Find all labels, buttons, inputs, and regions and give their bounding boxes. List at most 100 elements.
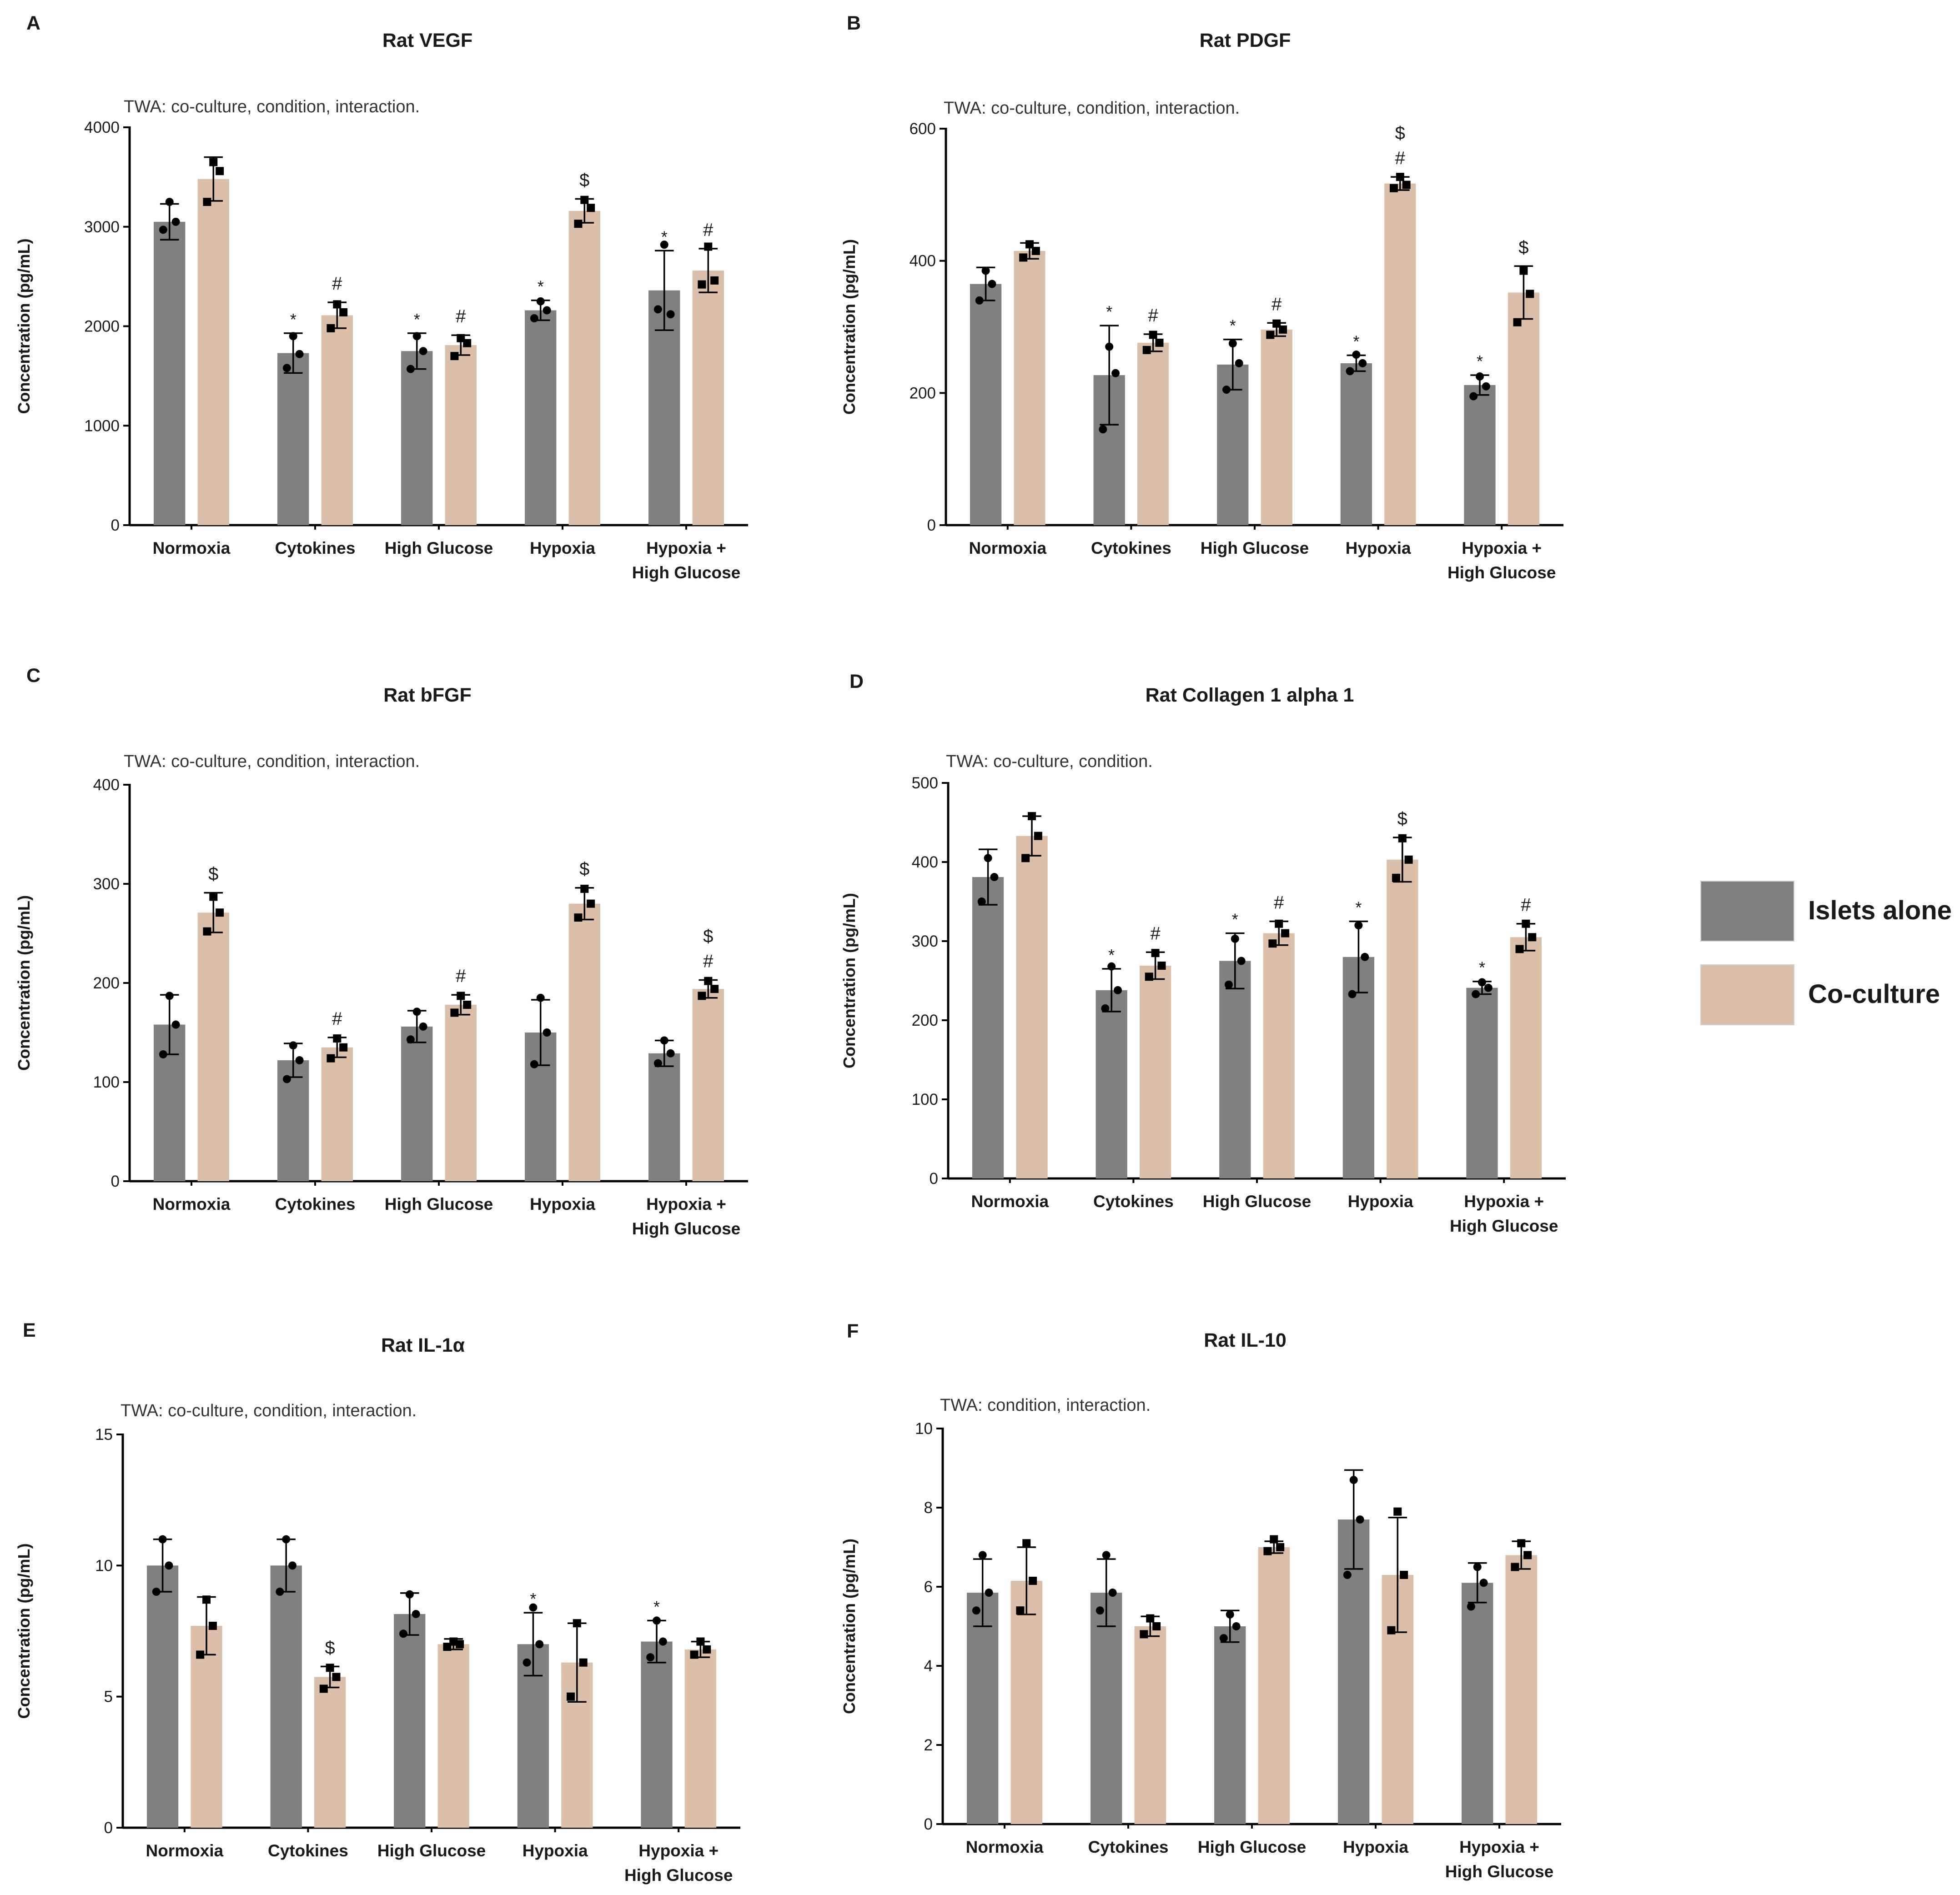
legend: Islets alone Co-culture <box>1700 881 1952 1025</box>
data-point <box>972 1606 980 1615</box>
data-point <box>710 276 719 285</box>
significance-marker: # <box>703 220 714 240</box>
panel-d: D Rat Collagen 1 alpha 1 TWA: co-culture, … <box>840 671 1566 1235</box>
data-point <box>1469 392 1478 401</box>
x-tick-label-line: High Glucose <box>624 1866 733 1885</box>
y-tick-label: 100 <box>912 1091 938 1108</box>
bar-co-culture <box>568 211 600 525</box>
data-point <box>339 1043 348 1052</box>
x-tick-label: High Glucose <box>1201 539 1309 557</box>
data-point <box>1111 369 1120 377</box>
data-point <box>1114 986 1122 994</box>
data-point <box>1398 834 1407 842</box>
y-axis-label: Concentration (pg/mL) <box>840 893 859 1068</box>
data-point <box>1354 921 1363 930</box>
chart-title: Rat Collagen 1 alpha 1 <box>1146 684 1354 706</box>
y-tick-label: 300 <box>93 875 120 893</box>
data-point <box>1348 990 1357 998</box>
significance-marker: # <box>332 1009 342 1029</box>
data-point <box>450 352 459 361</box>
bar-islets-alone <box>1219 961 1251 1178</box>
bar-co-culture <box>445 345 477 525</box>
chart-note: TWA: co-culture, condition, interaction. <box>124 97 420 116</box>
data-point <box>1513 318 1522 326</box>
data-point <box>1475 372 1484 381</box>
x-tick-label: Hypoxia + High Glucose <box>1447 539 1556 582</box>
data-point <box>660 241 668 249</box>
chart-note: TWA: co-culture, condition, interaction. <box>121 1401 417 1420</box>
y-tick-label: 0 <box>927 516 936 534</box>
y-tick-label: 2 <box>924 1736 933 1754</box>
data-point <box>202 1595 211 1604</box>
data-point <box>289 1041 297 1050</box>
y-axis-label: Concentration (pg/mL) <box>15 895 33 1071</box>
data-point <box>1222 386 1231 394</box>
significance-marker: # <box>1521 895 1531 915</box>
significance-marker: $ <box>325 1638 335 1658</box>
data-point <box>535 1640 544 1649</box>
y-tick-label: 8 <box>924 1499 933 1517</box>
data-point <box>412 1008 421 1016</box>
x-tick-label-line: High Glucose <box>1203 1192 1311 1211</box>
data-point <box>288 1561 297 1570</box>
y-tick-label: 0 <box>924 1815 933 1833</box>
data-point <box>1517 1539 1526 1548</box>
data-point <box>543 1028 551 1037</box>
data-point <box>1272 319 1281 328</box>
data-point <box>536 297 545 306</box>
x-tick-label-line: High Glucose <box>385 539 493 557</box>
panel-letter: F <box>847 1320 859 1342</box>
bar-islets-alone <box>1342 957 1375 1178</box>
data-point <box>543 306 551 315</box>
x-tick-label-line: Cytokines <box>275 1195 356 1213</box>
significance-marker: * <box>1355 898 1362 917</box>
significance-marker: * <box>1232 910 1238 929</box>
data-point <box>1467 1602 1475 1611</box>
data-point <box>171 217 180 226</box>
bar-islets-alone <box>1340 363 1372 525</box>
significance-marker: * <box>290 310 297 329</box>
data-point <box>463 1000 472 1009</box>
data-point <box>1226 1610 1234 1619</box>
y-tick-label: 15 <box>95 1426 113 1444</box>
x-tick-label: Normoxia <box>146 1841 223 1860</box>
x-tick-label: Cytokines <box>275 1195 356 1213</box>
y-tick-label: 4000 <box>84 119 120 136</box>
data-point <box>1232 1622 1241 1630</box>
y-tick-label: 10 <box>95 1557 113 1574</box>
data-point <box>1526 290 1534 298</box>
x-tick-label: Cytokines <box>1093 1192 1174 1211</box>
data-point <box>1022 1539 1031 1548</box>
data-point <box>158 1535 167 1544</box>
bar-islets-alone <box>1217 364 1249 525</box>
chart-title: Rat IL-1α <box>381 1334 465 1356</box>
data-point <box>653 305 662 314</box>
significance-marker: $ <box>1395 123 1405 143</box>
data-point <box>339 308 348 316</box>
data-point <box>587 204 595 212</box>
chart-title: Rat PDGF <box>1200 30 1291 51</box>
data-point <box>988 280 996 288</box>
data-point <box>658 1637 667 1646</box>
x-tick-label-line: Hypoxia <box>530 539 595 557</box>
x-tick-label-line: Normoxia <box>966 1838 1044 1856</box>
data-point <box>1482 382 1490 391</box>
data-point <box>1519 266 1528 275</box>
x-tick-label: Hypoxia + High Glucose <box>632 539 740 582</box>
legend-label: Islets alone <box>1808 896 1952 925</box>
significance-marker: # <box>332 274 342 294</box>
panel-c: C Rat bFGF TWA: co-culture, condition, int… <box>15 665 748 1238</box>
data-point <box>1099 425 1107 434</box>
x-tick-label: Hypoxia + High Glucose <box>624 1841 733 1885</box>
data-point <box>1101 1004 1110 1013</box>
data-point <box>406 1035 415 1044</box>
bar-co-culture <box>1010 1580 1042 1824</box>
data-point <box>1145 973 1153 981</box>
y-tick-label: 200 <box>910 384 936 402</box>
data-point <box>327 324 335 332</box>
y-axis-label: Concentration (pg/mL) <box>840 1539 859 1714</box>
x-tick-label: High Glucose <box>1203 1192 1311 1211</box>
significance-marker: $ <box>208 864 218 884</box>
significance-marker: # <box>1271 294 1282 314</box>
x-tick-label: Hypoxia <box>530 539 595 557</box>
